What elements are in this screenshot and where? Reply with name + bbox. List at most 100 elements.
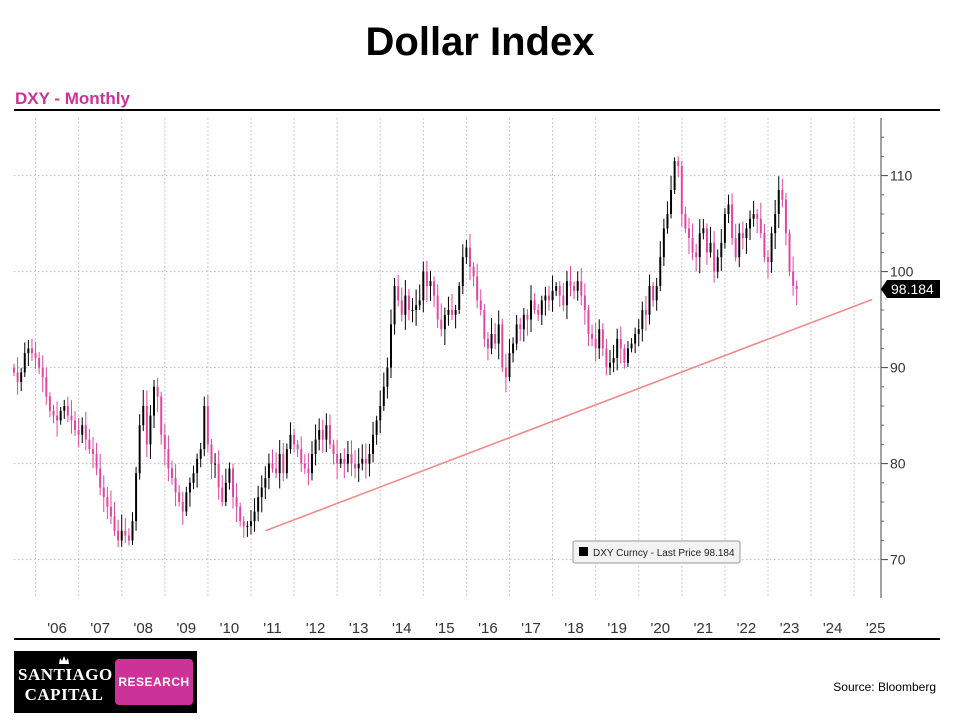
candle-body — [311, 454, 313, 474]
candle-body — [555, 286, 558, 291]
candle-body — [436, 295, 439, 320]
legend-swatch — [579, 547, 588, 556]
candle-body — [153, 386, 156, 416]
candle-body — [468, 247, 471, 267]
candle-body — [149, 415, 152, 445]
candle-body — [84, 425, 87, 440]
candle-body — [752, 214, 755, 219]
candle-body — [321, 430, 324, 440]
candle-body — [390, 324, 392, 368]
candle-body — [56, 415, 59, 421]
candle-body — [206, 406, 209, 445]
candle-body — [741, 233, 744, 238]
candle-body — [109, 506, 112, 517]
candle-body — [745, 228, 748, 238]
axis-layer: 70 80 90 100 110 '06 '07 '08 '09 '10 '11 '12 '13 '14 '… — [47, 118, 914, 637]
candle-body — [454, 310, 457, 315]
candle-body — [501, 324, 504, 368]
x-tick-label: '12 — [306, 620, 326, 637]
candle-body — [77, 430, 80, 435]
candle-body — [616, 338, 619, 358]
y-tick-label: 110 — [890, 168, 913, 184]
y-tick-label: 80 — [890, 456, 906, 472]
candle-body — [131, 521, 134, 541]
candle-body — [648, 286, 651, 315]
candle-body — [458, 286, 461, 310]
x-tick-label: '20 — [650, 620, 670, 637]
candle-body — [232, 468, 235, 498]
candle-body — [540, 300, 543, 315]
x-tick-label: '14 — [392, 620, 412, 637]
candle-body — [120, 530, 123, 541]
candle-body — [562, 295, 565, 306]
bottom-divider — [14, 638, 940, 640]
candle-body — [34, 353, 37, 358]
grid-layer — [14, 118, 880, 598]
candle-body — [558, 286, 561, 296]
candle-body — [490, 334, 493, 349]
candle-body — [368, 454, 371, 464]
candle-body — [192, 473, 195, 483]
candle-body — [221, 487, 224, 502]
candle-body — [117, 530, 120, 541]
legend: DXY Curncy - Last Price 98.184 — [572, 540, 741, 564]
candle-body — [601, 329, 604, 349]
y-tick-label: 90 — [890, 360, 906, 376]
candle-body — [160, 396, 163, 435]
candle-body — [461, 257, 464, 286]
candle-body — [530, 300, 533, 320]
candle-body — [626, 348, 629, 363]
candle-body — [343, 458, 346, 464]
last-price-badge — [881, 280, 940, 299]
candle-body — [113, 516, 116, 531]
candle-body — [293, 434, 296, 445]
candle-body — [792, 271, 795, 286]
candle-body — [519, 324, 522, 330]
candle-body — [386, 367, 389, 387]
candle-body — [364, 458, 367, 464]
candle-body — [418, 300, 421, 306]
candle-body — [63, 406, 66, 411]
candle-body — [619, 338, 622, 349]
candle-body — [637, 329, 640, 334]
candle-body — [465, 247, 468, 258]
candle-body — [361, 458, 364, 464]
candle-body — [698, 233, 701, 258]
x-tick-label: '11 — [263, 620, 281, 637]
candle-body — [278, 454, 281, 474]
candle-body — [127, 535, 130, 541]
candle-body — [644, 310, 647, 315]
candle-body — [393, 286, 396, 325]
candle-body — [576, 281, 579, 291]
crest-icon — [59, 656, 69, 664]
candle-body — [188, 482, 191, 493]
candle-body — [544, 295, 547, 301]
candle-body — [346, 454, 349, 464]
x-tick-label: '09 — [177, 620, 197, 637]
candle-body — [573, 286, 576, 291]
candle-body — [522, 314, 525, 330]
candle-body — [766, 257, 769, 262]
x-tick-label: '16 — [478, 620, 498, 637]
candle-body — [580, 281, 583, 296]
candle-body — [203, 406, 206, 450]
candle-body — [677, 161, 680, 166]
candle-body — [23, 353, 26, 373]
x-tick-label: '23 — [780, 620, 800, 637]
candle-body — [770, 233, 773, 262]
candle-body — [296, 444, 299, 450]
candle-body — [41, 367, 44, 378]
candle-body — [145, 406, 148, 445]
candle-body — [196, 458, 199, 474]
candle-body — [70, 415, 73, 421]
candle-body — [788, 233, 791, 272]
candle-body — [594, 338, 597, 349]
candle-body — [684, 214, 687, 229]
x-tick-label: '22 — [737, 620, 757, 637]
candle-body — [537, 310, 540, 315]
candle-body — [397, 286, 400, 301]
candle-body — [66, 406, 69, 416]
candle-body — [74, 420, 77, 430]
candle-body — [723, 214, 726, 243]
x-tick-label: '21 — [694, 620, 714, 637]
